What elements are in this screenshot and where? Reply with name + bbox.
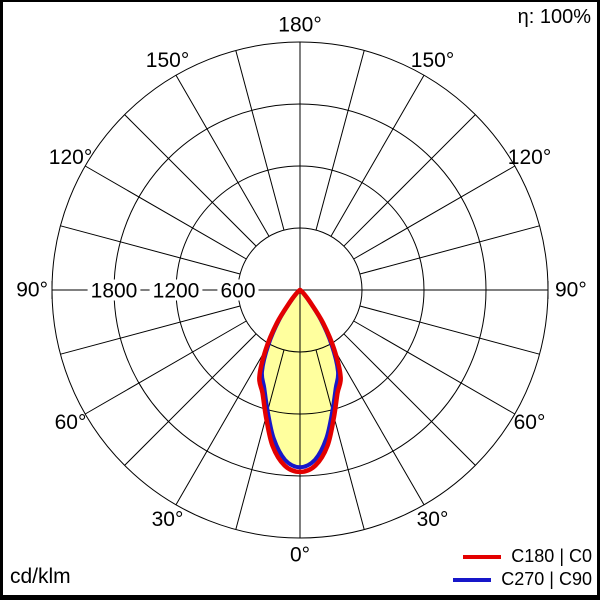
- legend-item-c180-c0: C180 | C0: [463, 546, 592, 567]
- angle-label-60-left: 60°: [55, 411, 87, 434]
- angle-label-150-left: 150°: [146, 49, 189, 72]
- unit-label: cd/klm: [10, 565, 71, 588]
- ring-label-1200: 1200: [153, 280, 200, 303]
- legend-line-c180-c0-swatch: [463, 554, 502, 559]
- legend: C180 | C0 C270 | C90: [453, 546, 592, 590]
- angle-label-90-right: 90°: [555, 279, 587, 302]
- legend-label-c180-c0: C180 | C0: [511, 546, 592, 566]
- angle-label-150-right: 150°: [411, 49, 454, 72]
- angle-label-120-left: 120°: [49, 146, 92, 169]
- angle-label-120-right: 120°: [508, 146, 551, 169]
- curve-c180-c0: [257, 287, 343, 475]
- legend-item-c270-c90: C270 | C90: [453, 569, 592, 590]
- angle-label-180: 180°: [278, 14, 321, 37]
- angle-label-60-right: 60°: [514, 411, 546, 434]
- angle-label-0: 0°: [290, 544, 310, 567]
- legend-line-c270-c90-swatch: [453, 577, 492, 582]
- angle-label-30-right: 30°: [417, 508, 449, 531]
- efficiency-label: η: 100%: [517, 6, 591, 28]
- ring-label-1800: 1800: [91, 280, 138, 303]
- legend-label-c270-c90: C270 | C90: [501, 569, 592, 589]
- polar-grid: [51, 41, 549, 539]
- angle-label-30-left: 30°: [152, 508, 184, 531]
- ring-label-600: 600: [220, 280, 255, 303]
- angle-label-90-left: 90°: [16, 279, 48, 302]
